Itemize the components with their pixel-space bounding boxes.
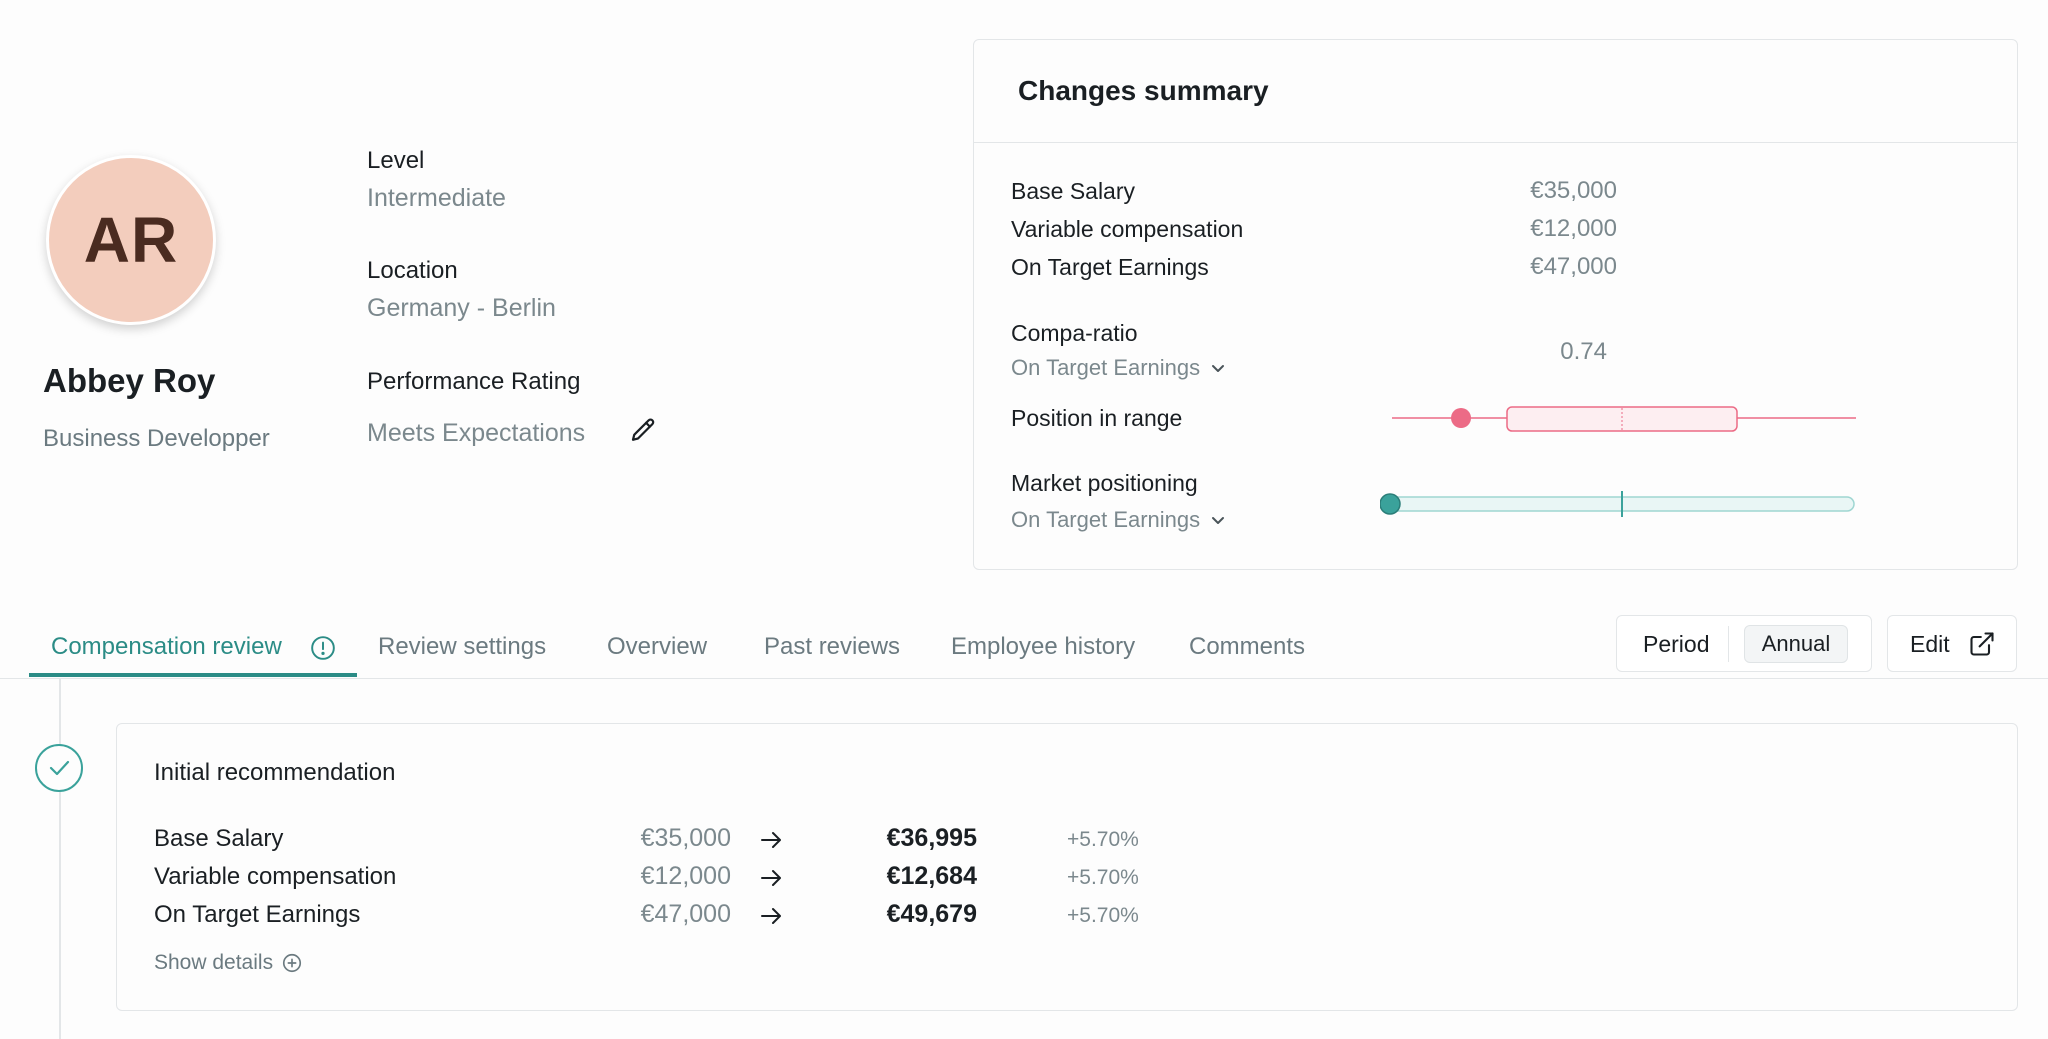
edit-button[interactable]: Edit [1887, 615, 2017, 672]
market-positioning-selector-label: On Target Earnings [1011, 507, 1201, 532]
summary-base-salary-value: €35,000 [1530, 177, 1617, 204]
summary-ote-label: On Target Earnings [1011, 254, 1209, 280]
level-label: Level [367, 147, 425, 174]
edit-label: Edit [1910, 631, 1950, 657]
compa-ratio-selector[interactable]: On Target Earnings [1011, 355, 1226, 381]
rec-variable-compensation-change: +5.70% [1067, 866, 1139, 889]
employee-name: Abbey Roy [43, 362, 216, 399]
position-in-range-label: Position in range [1011, 405, 1183, 431]
rec-variable-compensation-label: Variable compensation [154, 863, 397, 890]
period-label: Period [1643, 631, 1710, 657]
tab-employee-history[interactable]: Employee history [951, 633, 1136, 660]
tab-review-settings[interactable]: Review settings [378, 633, 547, 660]
tabs-divider [0, 678, 2048, 679]
initial-recommendation-card: Initial recommendation Base Salary €35,0… [116, 723, 2018, 1011]
plus-circle-icon [283, 953, 302, 973]
market-positioning-selector[interactable]: On Target Earnings [1011, 507, 1226, 533]
rec-base-salary-old: €35,000 [640, 824, 731, 852]
arrow-right-icon [761, 908, 781, 924]
arrow-right-icon [761, 870, 781, 886]
show-details-link[interactable]: Show details [154, 951, 303, 975]
changes-summary-title: Changes summary [1018, 75, 1269, 106]
arrow-right-icon [761, 832, 781, 848]
period-selector[interactable]: Period Annual [1616, 615, 1872, 672]
rec-ote-change: +5.70% [1067, 904, 1139, 927]
market-positioning-label: Market positioning [1011, 470, 1198, 496]
check-icon [35, 744, 83, 792]
compa-ratio-selector-label: On Target Earnings [1011, 355, 1201, 380]
compa-ratio-value: 0.74 [1560, 338, 1607, 365]
tab-overview[interactable]: Overview [607, 633, 708, 660]
range-box [1506, 406, 1738, 432]
info-icon [311, 636, 335, 660]
position-marker [1451, 408, 1472, 428]
period-divider [1728, 626, 1729, 662]
summary-variable-compensation-value: €12,000 [1530, 215, 1617, 242]
rec-ote-label: On Target Earnings [154, 901, 361, 928]
pencil-icon[interactable] [628, 416, 658, 446]
compa-ratio-label: Compa-ratio [1011, 320, 1138, 346]
changes-summary-header: Changes summary [974, 40, 2017, 143]
show-details-label: Show details [154, 951, 274, 974]
rec-variable-compensation-new: €12,684 [886, 862, 977, 890]
tab-past-reviews[interactable]: Past reviews [764, 633, 901, 660]
rec-ote-new: €49,679 [886, 900, 977, 928]
period-value-pill[interactable]: Annual [1744, 625, 1848, 663]
performance-rating-label: Performance Rating [367, 368, 581, 395]
rec-base-salary-label: Base Salary [154, 825, 284, 852]
performance-rating-value: Meets Expectations [367, 419, 586, 447]
rec-ote-old: €47,000 [640, 900, 731, 928]
market-positioning-chart [1380, 491, 1855, 517]
tab-compensation-review[interactable]: Compensation review [51, 633, 282, 660]
avatar: AR [46, 155, 216, 325]
chevron-down-icon [1212, 365, 1225, 372]
tab-comments[interactable]: Comments [1189, 633, 1306, 660]
employee-job-title: Business Developper [43, 425, 270, 452]
rec-base-salary-new: €36,995 [886, 824, 977, 852]
summary-ote-value: €47,000 [1530, 253, 1617, 280]
timeline-line [59, 679, 61, 1039]
location-label: Location [367, 257, 458, 284]
level-value: Intermediate [367, 184, 506, 212]
position-in-range-chart [1392, 406, 1856, 432]
active-tab-indicator [29, 673, 357, 677]
recommendation-title: Initial recommendation [154, 759, 396, 786]
location-value: Germany - Berlin [367, 294, 556, 322]
changes-summary-card: Changes summary Base Salary €35,000 Vari… [973, 39, 2018, 570]
chevron-down-icon [1212, 517, 1225, 524]
market-marker [1380, 493, 1401, 515]
rec-base-salary-change: +5.70% [1067, 828, 1139, 851]
summary-variable-compensation-label: Variable compensation [1011, 216, 1244, 242]
rec-variable-compensation-old: €12,000 [640, 862, 731, 890]
external-link-icon [1970, 632, 1994, 656]
summary-base-salary-label: Base Salary [1011, 178, 1136, 204]
